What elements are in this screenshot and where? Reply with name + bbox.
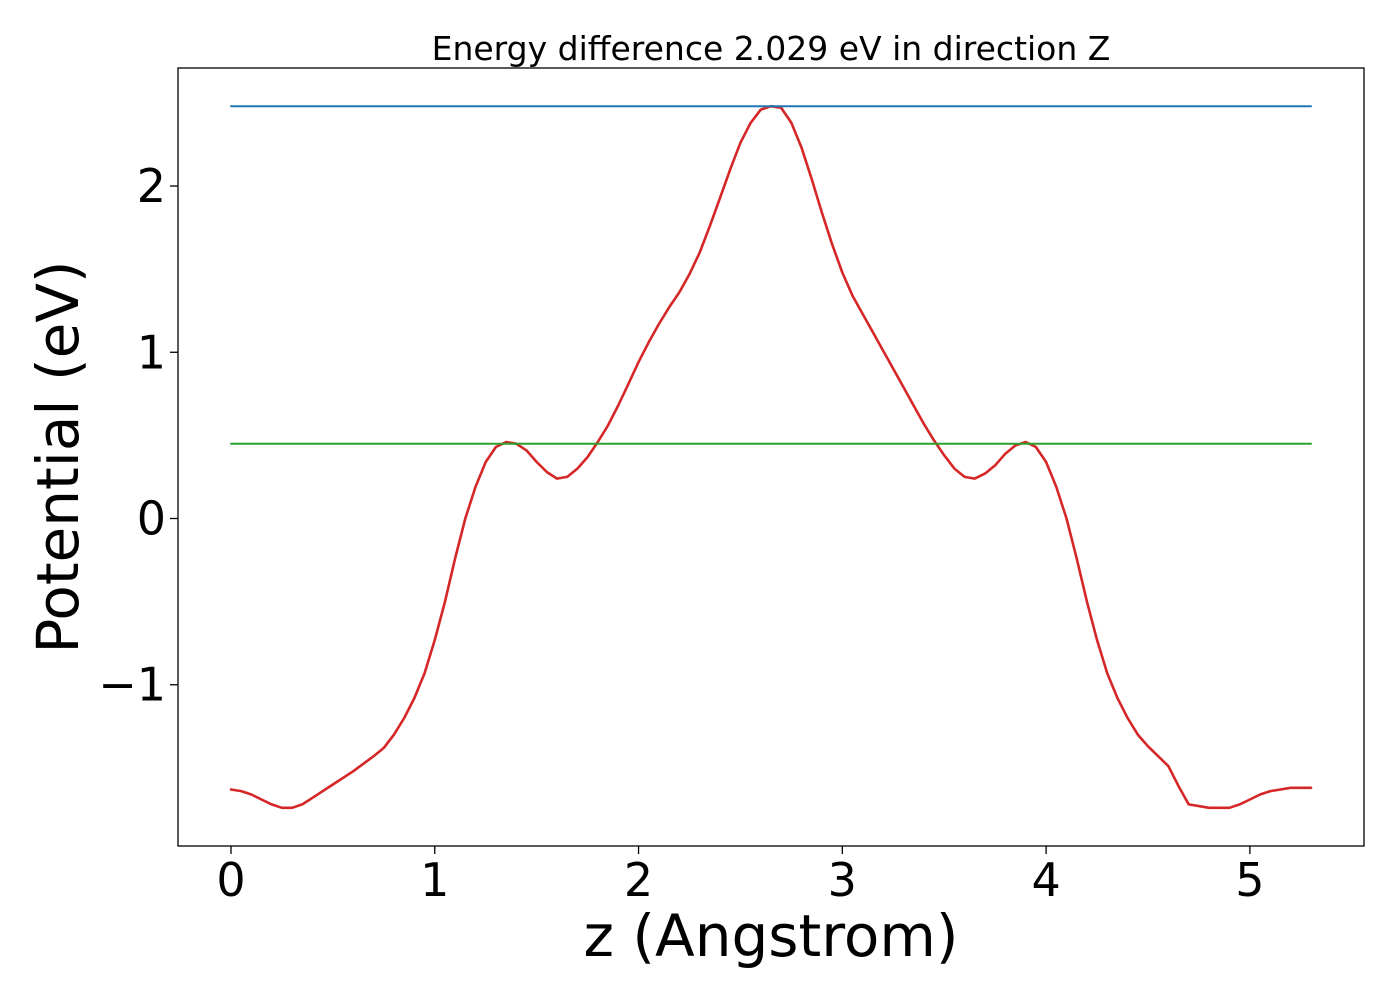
y-tick-label: 0 — [137, 492, 166, 546]
y-tick-label: −1 — [98, 658, 166, 712]
x-tick-label: 3 — [828, 853, 857, 907]
x-tick-label: 2 — [624, 853, 653, 907]
y-tick-label: 1 — [137, 325, 166, 379]
y-axis-label: Potential (eV) — [24, 260, 92, 653]
x-tick-label: 0 — [216, 853, 245, 907]
plot-area — [229, 104, 1313, 810]
x-tick-label: 1 — [420, 853, 449, 907]
y-tick-label: 2 — [137, 159, 166, 213]
x-axis: 0 1 2 3 4 5 — [216, 846, 1265, 907]
plot-frame — [177, 67, 1365, 847]
x-tick-label: 5 — [1235, 853, 1264, 907]
x-tick-label: 4 — [1031, 853, 1060, 907]
y-axis: −1 0 1 2 — [98, 159, 178, 712]
chart-title: Energy difference 2.029 eV in direction … — [432, 29, 1111, 68]
x-axis-label: z (Angstrom) — [584, 902, 959, 970]
